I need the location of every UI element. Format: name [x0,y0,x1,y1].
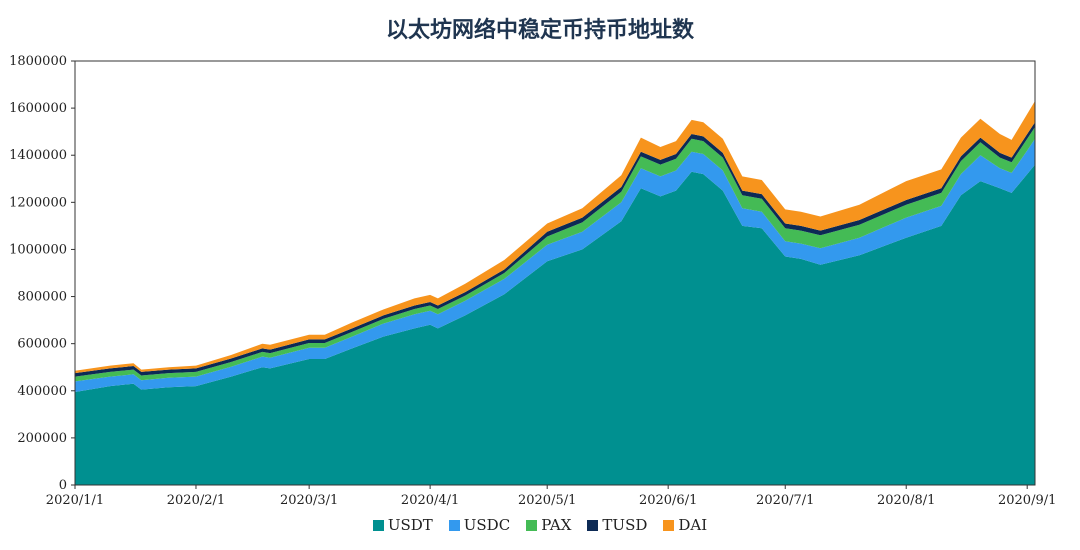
legend-swatch [587,519,599,531]
y-tick-label: 1400000 [9,148,67,163]
series-areas [75,101,1035,485]
x-tick-label: 2020/7/1 [756,493,814,508]
chart-title: 以太坊网络中稳定币持币地址数 [385,17,694,43]
x-tick-label: 2020/6/1 [639,493,697,508]
series-area-usdt [75,164,1035,485]
legend-item-pax: PAX [526,516,571,534]
plot-frame [74,60,1036,486]
legend-swatch [526,519,538,531]
legend-item-tusd: TUSD [587,516,647,534]
legend-label: DAI [678,516,708,534]
y-tick-label: 800000 [17,290,67,305]
x-axis-ticks: 2020/1/1 2020/2/1 2020/3/1 2020/4/1 2020/5/1… [46,485,1056,508]
y-axis-ticks: 0 200000 400000 600000 800000 1000000 1200000 1… [9,54,75,493]
legend-label: USDT [387,516,433,534]
x-tick-label: 2020/2/1 [167,493,225,508]
x-tick-label: 2020/5/1 [518,493,576,508]
legend-swatch [372,519,384,531]
y-tick-label: 400000 [17,384,67,399]
x-tick-label: 2020/1/1 [46,493,104,508]
x-tick-label: 2020/4/1 [401,493,459,508]
y-tick-label: 1800000 [9,54,67,69]
x-tick-label: 2020/8/1 [877,493,935,508]
y-tick-label: 1600000 [9,101,67,116]
legend-item-usdc: USDC [448,516,511,534]
y-tick-label: 600000 [17,337,67,352]
axes [74,60,1036,486]
y-tick-label: 0 [59,478,67,493]
legend-item-usdt: USDT [372,516,433,534]
legend-item-dai: DAI [663,516,707,534]
legend-label: TUSD [602,516,648,534]
legend-swatch [663,519,675,531]
x-tick-label: 2020/9/1 [998,493,1056,508]
y-tick-label: 1000000 [9,242,67,257]
legend-label: PAX [541,516,572,534]
legend-label: USDC [463,516,511,534]
legend-swatch [448,519,460,531]
legend: USDT USDC PAX TUSD DAI [0,516,1080,535]
y-tick-label: 200000 [17,431,67,446]
y-tick-label: 1200000 [9,195,67,210]
x-tick-label: 2020/3/1 [280,493,338,508]
